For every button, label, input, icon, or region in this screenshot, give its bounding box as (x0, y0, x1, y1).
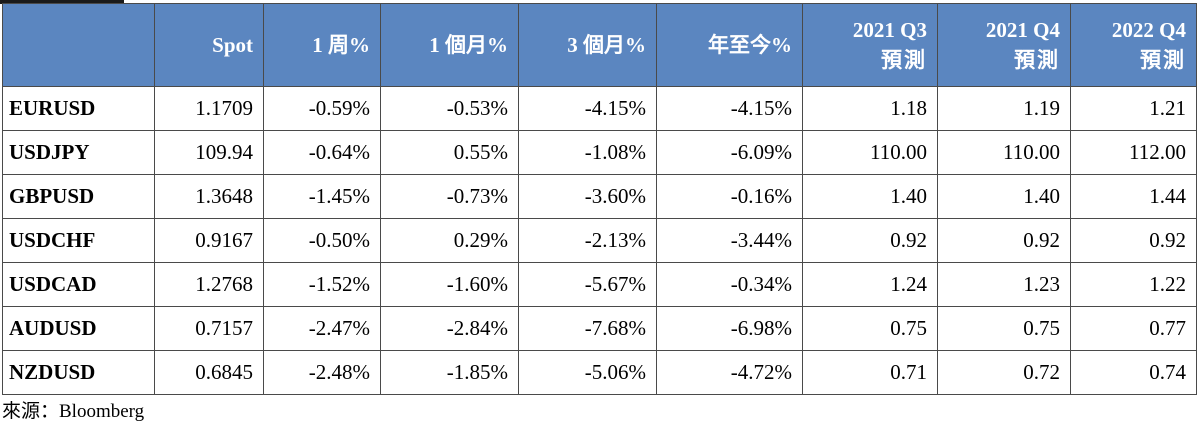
cell-2022-q4: 0.77 (1070, 306, 1197, 351)
cell-2021-q3: 1.24 (802, 262, 938, 307)
cell-week: -2.48% (263, 350, 381, 395)
header-pair (2, 3, 155, 87)
table-row: EURUSD 1.1709 -0.59% -0.53% -4.15% -4.15… (2, 86, 1197, 131)
cell-week: -0.64% (263, 130, 381, 175)
header-2022-q4-forecast: 預測 (1140, 48, 1186, 72)
cell-ytd: -6.09% (656, 130, 803, 175)
cell-spot: 1.2768 (154, 262, 264, 307)
cell-ytd: -4.15% (656, 86, 803, 131)
table-row: USDCHF 0.9167 -0.50% 0.29% -2.13% -3.44%… (2, 218, 1197, 263)
header-week: 1 周% (263, 3, 381, 87)
cell-month3: -3.60% (518, 174, 657, 219)
table-row: USDJPY 109.94 -0.64% 0.55% -1.08% -6.09%… (2, 130, 1197, 175)
header-2021-q3: 2021 Q3 預測 (802, 3, 938, 87)
header-row: Spot 1 周% 1 個月% 3 個月% 年至今% 2021 Q3 預測 20… (2, 3, 1197, 87)
cell-week: -1.52% (263, 262, 381, 307)
header-2021-q3-forecast: 預測 (881, 48, 927, 72)
cell-spot: 1.3648 (154, 174, 264, 219)
cell-2021-q3: 0.75 (802, 306, 938, 351)
cell-month1: 0.55% (380, 130, 519, 175)
cell-pair: AUDUSD (2, 306, 155, 351)
cell-week: -1.45% (263, 174, 381, 219)
cell-ytd: -0.34% (656, 262, 803, 307)
cell-2021-q4: 0.72 (937, 350, 1071, 395)
header-2022-q4: 2022 Q4 預測 (1070, 3, 1197, 87)
cell-2021-q3: 0.92 (802, 218, 938, 263)
cell-month1: -0.73% (380, 174, 519, 219)
table-row: AUDUSD 0.7157 -2.47% -2.84% -7.68% -6.98… (2, 306, 1197, 351)
cell-week: -2.47% (263, 306, 381, 351)
table-row: NZDUSD 0.6845 -2.48% -1.85% -5.06% -4.72… (2, 350, 1197, 395)
table-row: USDCAD 1.2768 -1.52% -1.60% -5.67% -0.34… (2, 262, 1197, 307)
header-month3: 3 個月% (518, 3, 657, 87)
table-row: GBPUSD 1.3648 -1.45% -0.73% -3.60% -0.16… (2, 174, 1197, 219)
cell-2021-q4: 110.00 (937, 130, 1071, 175)
cell-2022-q4: 1.44 (1070, 174, 1197, 219)
cell-2021-q4: 0.75 (937, 306, 1071, 351)
cell-2021-q3: 110.00 (802, 130, 938, 175)
cell-month1: -2.84% (380, 306, 519, 351)
cell-month1: 0.29% (380, 218, 519, 263)
cell-2022-q4: 1.22 (1070, 262, 1197, 307)
cell-2021-q3: 0.71 (802, 350, 938, 395)
cell-2022-q4: 1.21 (1070, 86, 1197, 131)
cell-month3: -1.08% (518, 130, 657, 175)
cell-pair: USDJPY (2, 130, 155, 175)
header-2021-q4: 2021 Q4 預測 (937, 3, 1071, 87)
cell-spot: 109.94 (154, 130, 264, 175)
cell-month3: -4.15% (518, 86, 657, 131)
cell-2022-q4: 112.00 (1070, 130, 1197, 175)
cell-month3: -7.68% (518, 306, 657, 351)
cell-ytd: -4.72% (656, 350, 803, 395)
cell-pair: USDCAD (2, 262, 155, 307)
header-2022-q4-label: 2022 Q4 (1111, 18, 1186, 42)
cell-month1: -1.60% (380, 262, 519, 307)
cell-pair: USDCHF (2, 218, 155, 263)
cell-pair: NZDUSD (2, 350, 155, 395)
header-2021-q4-forecast: 預測 (1014, 48, 1060, 72)
cell-2021-q4: 0.92 (937, 218, 1071, 263)
cell-month3: -5.06% (518, 350, 657, 395)
top-rule-mark (0, 0, 124, 4)
header-2021-q3-label: 2021 Q3 (852, 18, 927, 42)
cell-spot: 0.6845 (154, 350, 264, 395)
header-spot: Spot (154, 3, 264, 87)
cell-week: -0.50% (263, 218, 381, 263)
cell-2021-q4: 1.19 (937, 86, 1071, 131)
cell-ytd: -0.16% (656, 174, 803, 219)
cell-spot: 0.9167 (154, 218, 264, 263)
source-note: 來源：Bloomberg (2, 401, 145, 422)
cell-ytd: -6.98% (656, 306, 803, 351)
cell-2022-q4: 0.92 (1070, 218, 1197, 263)
fx-forecast-table: Spot 1 周% 1 個月% 3 個月% 年至今% 2021 Q3 預測 20… (2, 3, 1197, 395)
cell-spot: 1.1709 (154, 86, 264, 131)
cell-2022-q4: 0.74 (1070, 350, 1197, 395)
cell-2021-q3: 1.18 (802, 86, 938, 131)
cell-2021-q4: 1.23 (937, 262, 1071, 307)
cell-2021-q4: 1.40 (937, 174, 1071, 219)
cell-month3: -5.67% (518, 262, 657, 307)
header-2021-q4-label: 2021 Q4 (985, 18, 1060, 42)
cell-week: -0.59% (263, 86, 381, 131)
header-ytd: 年至今% (656, 3, 803, 87)
cell-pair: GBPUSD (2, 174, 155, 219)
cell-pair: EURUSD (2, 86, 155, 131)
cell-month3: -2.13% (518, 218, 657, 263)
cell-ytd: -3.44% (656, 218, 803, 263)
cell-month1: -0.53% (380, 86, 519, 131)
header-month1: 1 個月% (380, 3, 519, 87)
cell-month1: -1.85% (380, 350, 519, 395)
cell-2021-q3: 1.40 (802, 174, 938, 219)
cell-spot: 0.7157 (154, 306, 264, 351)
